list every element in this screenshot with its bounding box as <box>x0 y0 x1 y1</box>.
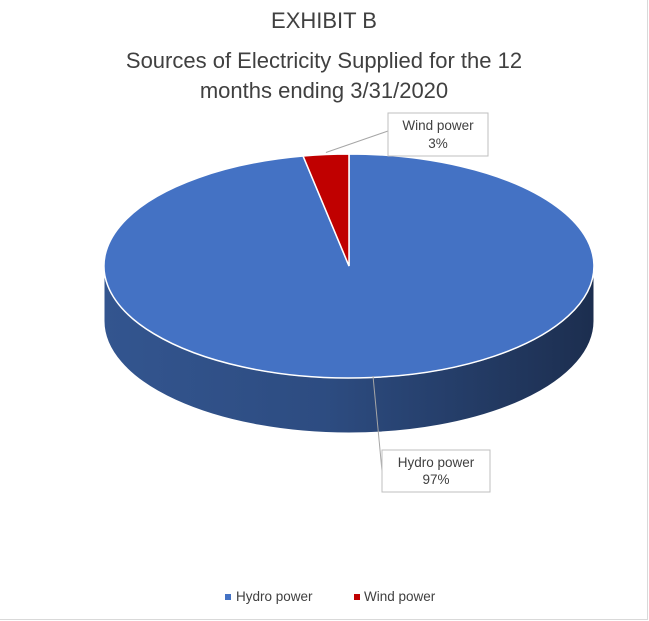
wind-power-label-box <box>387 112 489 157</box>
hydro-power-label-box <box>381 449 491 493</box>
wind-power-leader-line <box>325 130 389 153</box>
legend-label-wind-power: Wind power <box>364 589 436 604</box>
chart-title-line-2: Sources of Electricity Supplied for the … <box>126 48 522 73</box>
chart-title-line-1: EXHIBIT B <box>271 8 377 33</box>
pie-slice-wind-power <box>302 153 350 267</box>
chart-legend: Hydro power Wind power <box>225 589 436 604</box>
wind-power-label-value: 3% <box>428 136 448 151</box>
hydro-power-leader-line <box>372 375 383 472</box>
hydro-power-label-value: 97% <box>422 472 449 487</box>
hydro-power-label-name: Hydro power <box>398 455 475 470</box>
legend-swatch-hydro-power <box>225 594 231 600</box>
legend-label-hydro-power: Hydro power <box>236 589 313 604</box>
wind-power-label-name: Wind power <box>402 118 474 133</box>
chart-title-line-3: months ending 3/31/2020 <box>200 78 448 103</box>
legend-swatch-wind-power <box>354 594 360 600</box>
